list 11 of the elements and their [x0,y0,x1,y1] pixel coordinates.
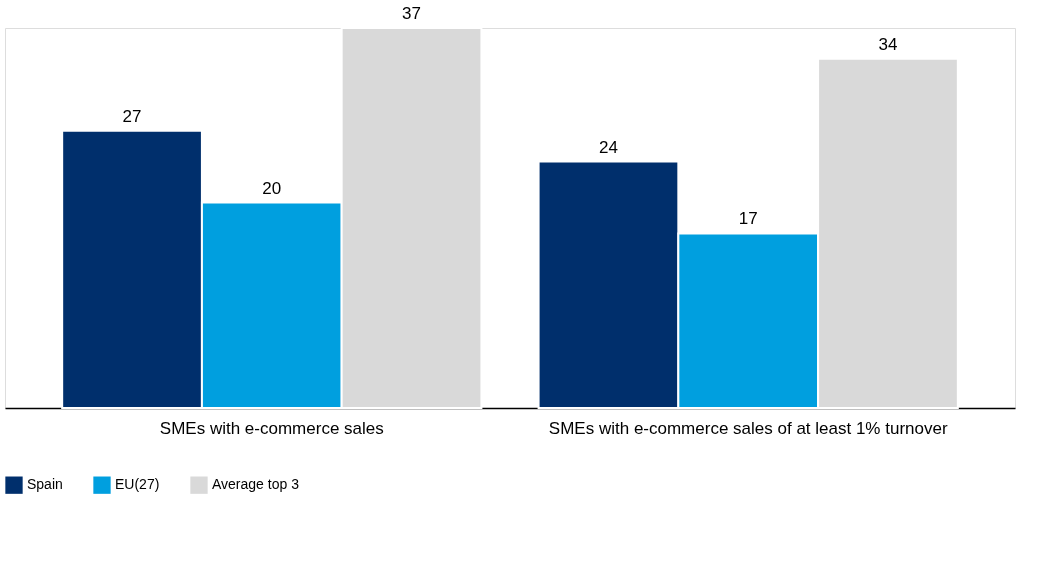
data-label: 27 [122,106,142,126]
data-label: 34 [878,34,898,54]
data-label: 24 [599,137,618,157]
legend-label: Spain [27,476,63,493]
data-label: 17 [738,209,758,229]
legend-label: Average top 3 [212,476,300,493]
legend-label: EU(27) [115,476,160,493]
data-label: 37 [402,4,421,23]
x-tick-label: SMEs with e-commerce sales [159,418,384,438]
x-tick-label: SMEs with e-commerce sales of at least 1% turnover [548,418,948,438]
data-label: 20 [262,178,282,198]
